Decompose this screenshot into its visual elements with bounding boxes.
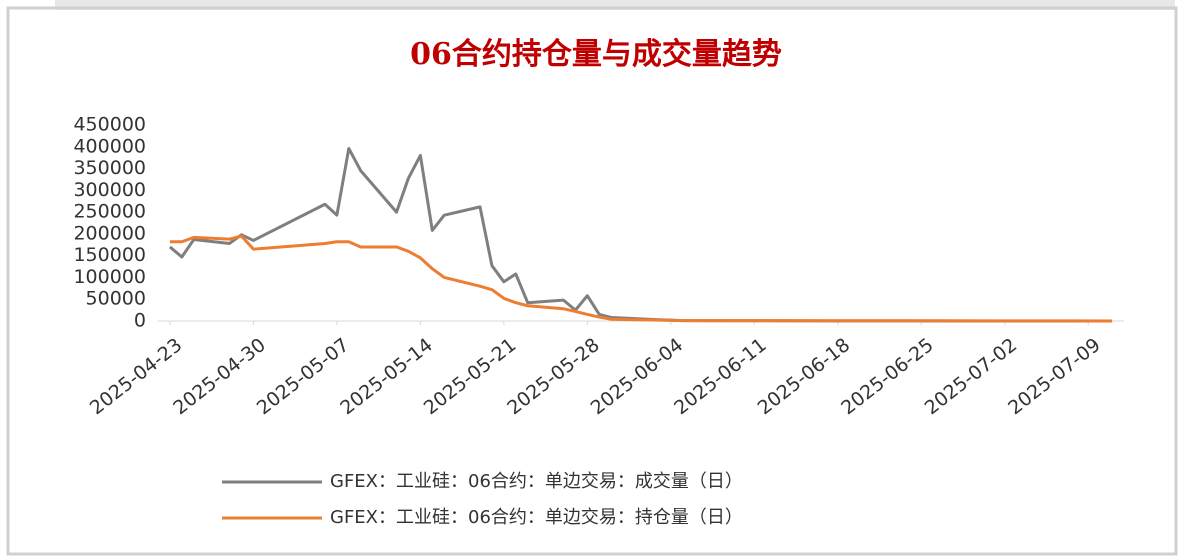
top-strip [55, 0, 1175, 10]
chart-title: 06合约持仓量与成交量趋势 [410, 37, 782, 72]
legend-label: GFEX：工业硅：06合约：单边交易：成交量（日） [330, 471, 743, 492]
y-tick-label: 200000 [73, 222, 146, 244]
legend-label: GFEX：工业硅：06合约：单边交易：持仓量（日） [330, 507, 743, 528]
y-tick-label: 250000 [73, 201, 146, 223]
y-tick-label: 350000 [73, 157, 146, 179]
frame [6, 6, 1178, 556]
y-tick-label: 0 [134, 310, 146, 332]
y-tick-label: 300000 [73, 179, 146, 201]
y-tick-label: 400000 [73, 135, 146, 157]
y-tick-label: 50000 [86, 288, 146, 310]
y-tick-label: 450000 [73, 114, 146, 136]
y-tick-label: 150000 [73, 244, 146, 266]
line-series [169, 234, 1113, 323]
y-tick-label: 100000 [73, 266, 146, 288]
